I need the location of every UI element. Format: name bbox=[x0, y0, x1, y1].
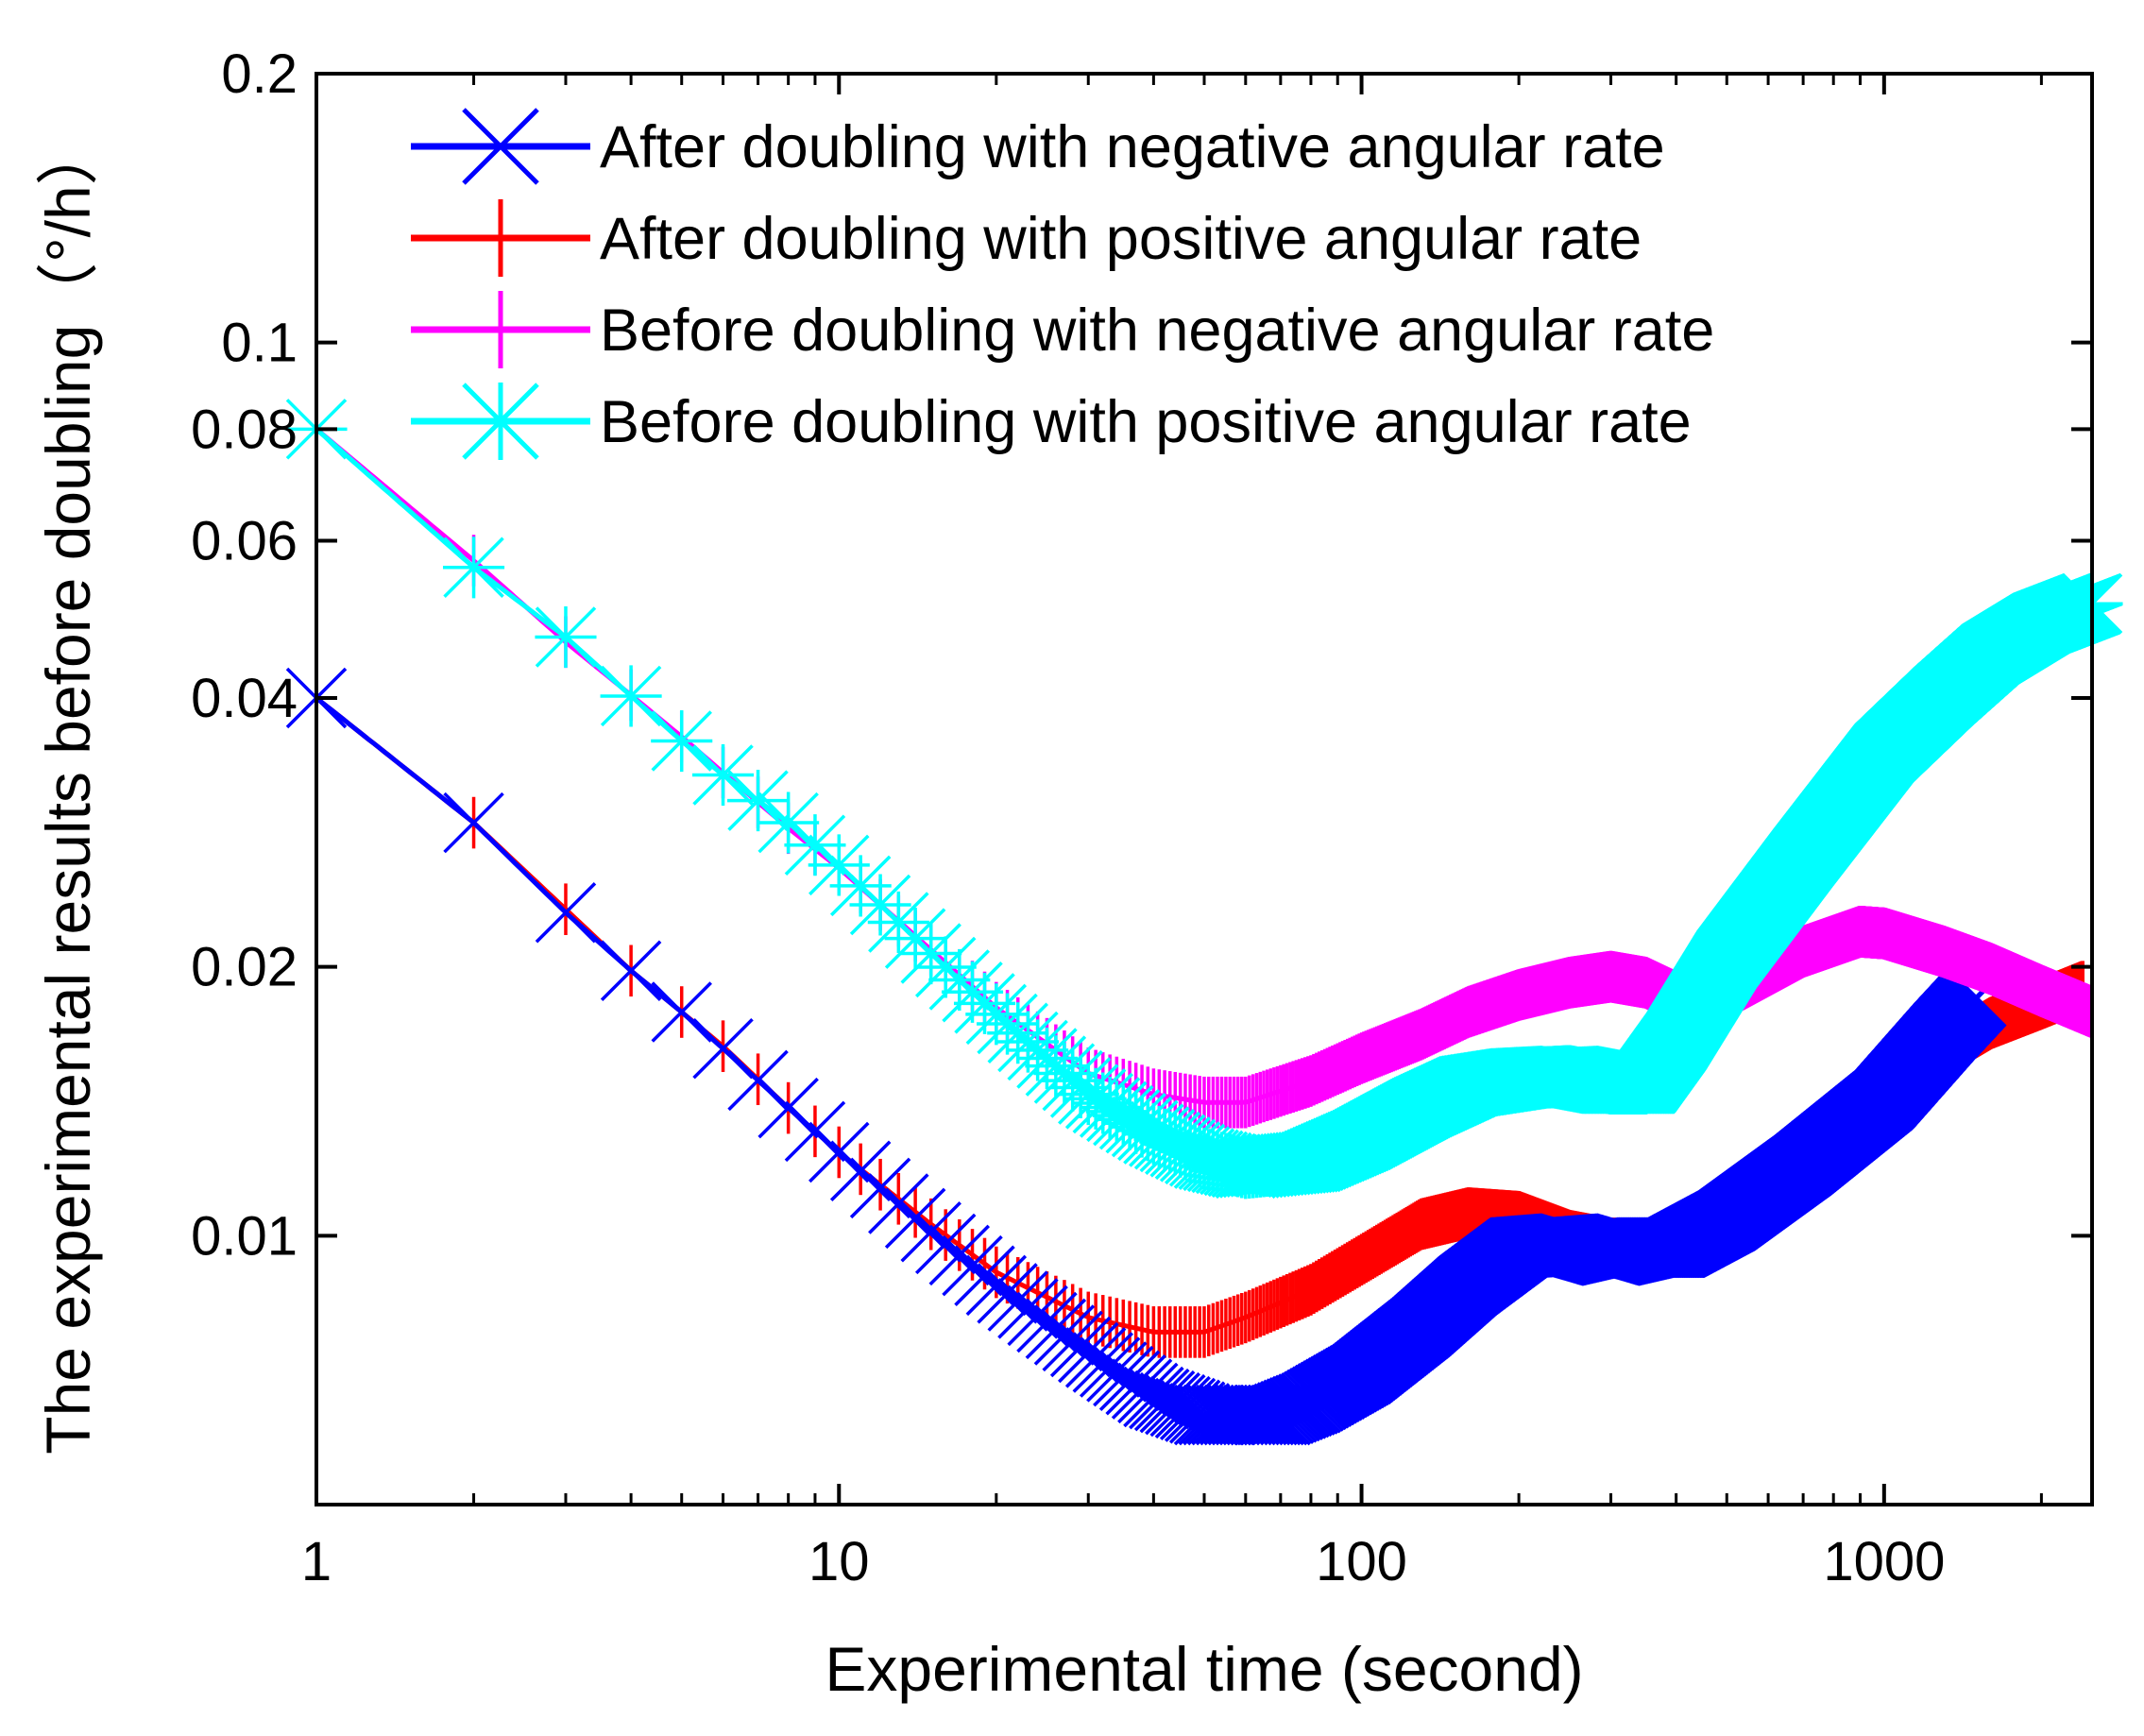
y-tick-label: 0.06 bbox=[191, 510, 298, 571]
legend-item: Before doubling with negative angular ra… bbox=[411, 291, 1714, 368]
y-tick-label: 0.02 bbox=[191, 937, 298, 998]
legend-label: After doubling with negative angular rat… bbox=[600, 114, 1665, 180]
legend-item: After doubling with negative angular rat… bbox=[411, 110, 1665, 183]
x-tick-label: 10 bbox=[808, 1531, 870, 1592]
y-tick-label: 0.08 bbox=[191, 399, 298, 460]
y-tick-label: 0.1 bbox=[221, 313, 298, 374]
x-axis-title: Experimental time (second) bbox=[825, 1634, 1583, 1704]
legend-label: After doubling with positive angular rat… bbox=[600, 206, 1642, 272]
legend-marker bbox=[462, 383, 539, 460]
legend-item: After doubling with positive angular rat… bbox=[411, 199, 1642, 277]
legend: After doubling with negative angular rat… bbox=[411, 110, 1714, 460]
legend-label: Before doubling with negative angular ra… bbox=[600, 298, 1714, 364]
y-tick-label: 0.01 bbox=[191, 1205, 298, 1267]
y-axis-title: The experimental results before doubling… bbox=[33, 123, 103, 1454]
legend-label: Before doubling with positive angular ra… bbox=[600, 389, 1692, 455]
x-tick-label: 1000 bbox=[1823, 1531, 1945, 1592]
y-tick-label: 0.2 bbox=[221, 43, 298, 105]
legend-item: Before doubling with positive angular ra… bbox=[411, 383, 1692, 460]
series-line bbox=[316, 698, 1973, 1415]
x-tick-label: 1 bbox=[301, 1531, 332, 1592]
y-tick-label: 0.04 bbox=[191, 668, 298, 729]
x-tick-label: 100 bbox=[1316, 1531, 1407, 1592]
series-layer bbox=[285, 399, 2122, 1444]
